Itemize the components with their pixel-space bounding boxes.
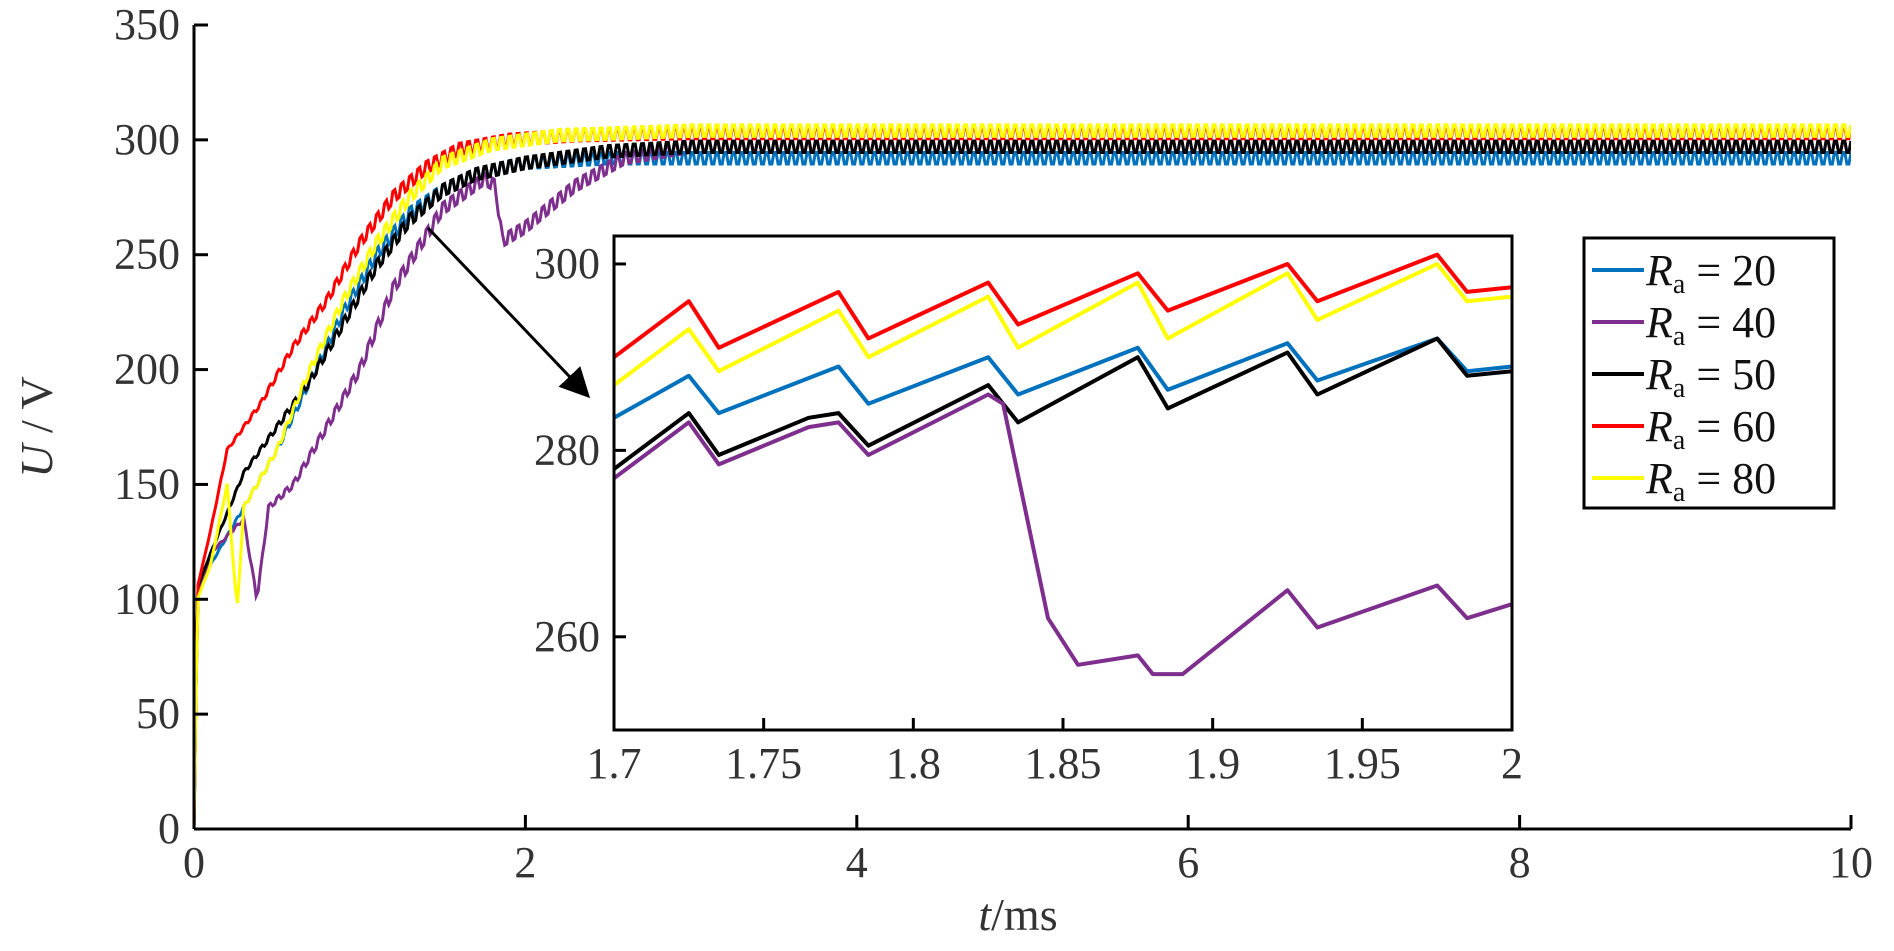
inset-x-tick-label: 1.8 (886, 739, 941, 788)
inset-x-tick-label: 1.7 (587, 739, 642, 788)
inset-series-line (614, 252, 1512, 359)
inset-x-tick-label: 1.75 (725, 739, 802, 788)
inset-x-tick-label: 1.95 (1324, 739, 1401, 788)
x-axis-unit: /ms (991, 889, 1057, 940)
y-tick-label: 200 (114, 345, 180, 394)
inset-plot: 1.7 1.75 1.8 1.85 1.9 1.95 2 260 280 300 (534, 234, 1523, 788)
inset-series-group (614, 252, 1512, 677)
y-tick-label: 100 (114, 574, 180, 623)
legend-label: Ra = 50 (1645, 350, 1776, 404)
inset-x-tick-label: 2 (1501, 739, 1523, 788)
y-axis-title: U / V (11, 376, 62, 477)
legend-label: Ra = 40 (1645, 298, 1776, 352)
x-tick-label: 6 (1177, 838, 1199, 887)
y-axis-var: U (11, 442, 62, 478)
legend-label: Ra = 20 (1645, 246, 1776, 300)
inset-x-tick-label: 1.85 (1025, 739, 1102, 788)
y-tick-label: 150 (114, 459, 180, 508)
inset-y-tick-label: 280 (534, 425, 600, 474)
legend-label: Ra = 80 (1645, 454, 1776, 508)
x-tick-label: 8 (1509, 838, 1531, 887)
y-tick-label: 300 (114, 115, 180, 164)
zoom-arrow (426, 226, 591, 399)
x-axis-title: t/ms (978, 889, 1057, 940)
y-axis-unit: / V (11, 376, 62, 444)
legend-label: Ra = 60 (1645, 402, 1776, 456)
inset-series-line (614, 392, 1512, 677)
inset-background (614, 236, 1512, 730)
inset-y-tick-label: 260 (534, 612, 600, 661)
y-tick-label: 350 (114, 0, 180, 49)
main-series-line (194, 139, 1851, 829)
y-tick-label: 250 (114, 230, 180, 279)
inset-y-tick-label: 300 (534, 239, 600, 288)
inset-axes: 1.7 1.75 1.8 1.85 1.9 1.95 2 260 280 300 (534, 234, 1523, 788)
main-series-group (194, 123, 1851, 829)
x-tick-label: 4 (846, 838, 868, 887)
x-axis-var: t (978, 889, 992, 940)
y-tick-label: 0 (158, 804, 180, 853)
x-tick-label: 2 (514, 838, 536, 887)
inset-series-line (614, 336, 1512, 471)
x-tick-label: 0 (183, 838, 205, 887)
main-series-line (194, 123, 1851, 829)
y-tick-label: 50 (136, 689, 180, 738)
inset-series-line (614, 262, 1512, 387)
inset-x-tick-label: 1.9 (1185, 739, 1240, 788)
x-tick-label: 10 (1829, 838, 1873, 887)
inset-series-line (614, 336, 1512, 420)
